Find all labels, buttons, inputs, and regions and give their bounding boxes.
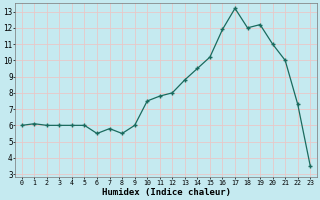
X-axis label: Humidex (Indice chaleur): Humidex (Indice chaleur) [101, 188, 230, 197]
